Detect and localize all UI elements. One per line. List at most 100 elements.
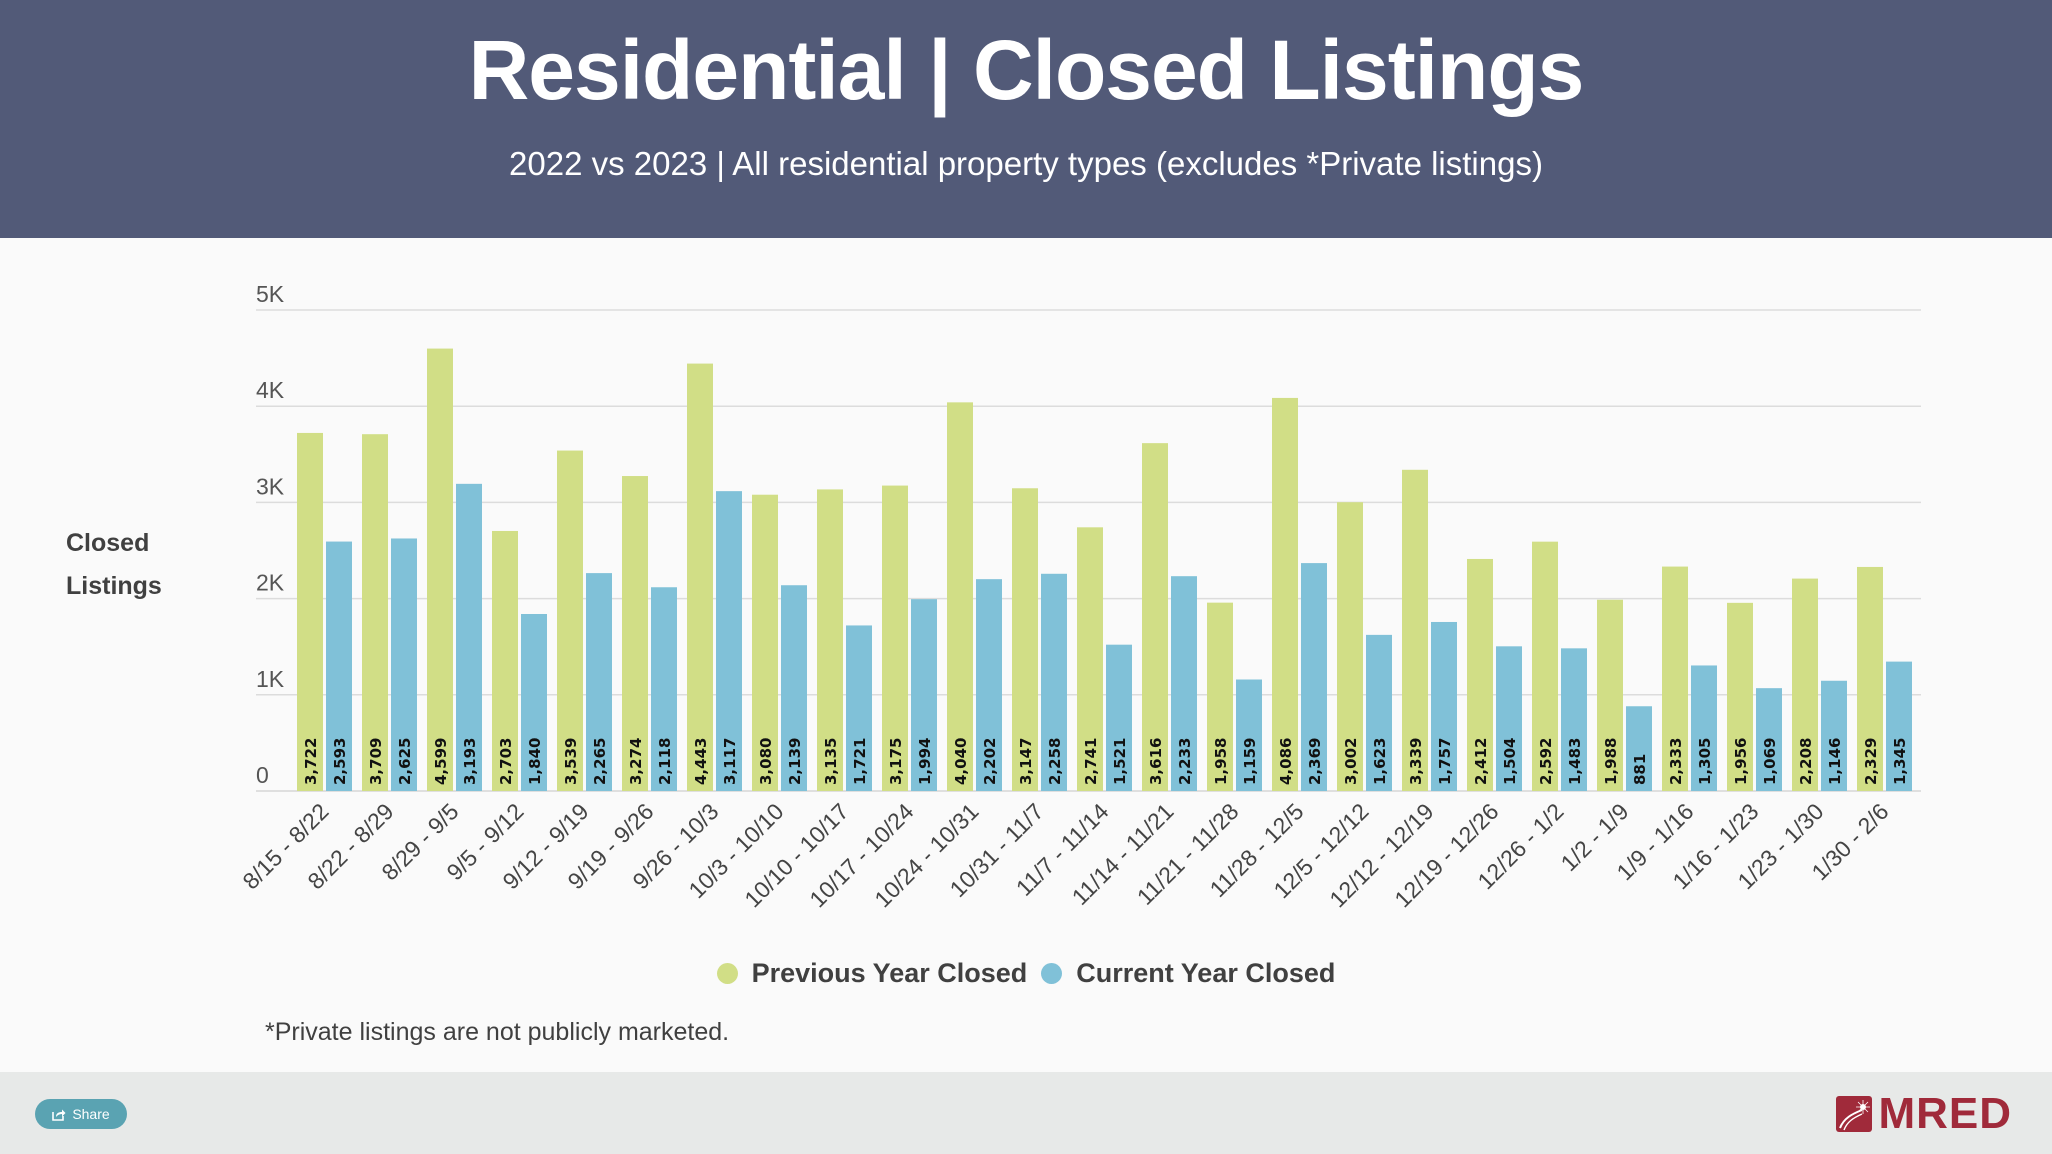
legend: Previous Year Closed Current Year Closed	[0, 958, 2052, 989]
data-label: 3,135	[822, 738, 840, 785]
bar-current-year	[1106, 644, 1132, 791]
data-label: 1,988	[1602, 738, 1620, 785]
data-label: 4,599	[432, 738, 450, 785]
bar-current-year	[716, 491, 742, 791]
mred-logo: MRED	[1836, 1092, 2012, 1136]
bar-previous-year	[1207, 602, 1233, 791]
bar-current-year	[1431, 621, 1457, 791]
footer: Share MRED	[0, 1072, 2052, 1154]
bar-current-year	[911, 599, 937, 791]
data-label: 2,208	[1797, 738, 1815, 785]
share-icon	[52, 1108, 66, 1121]
y-tick-label: 5K	[256, 281, 285, 307]
data-label: 1,146	[1826, 738, 1844, 785]
bar-current-year	[976, 579, 1002, 791]
data-label: 3,539	[562, 738, 580, 785]
bar-previous-year	[1337, 502, 1363, 791]
bar-current-year	[521, 613, 547, 791]
y-tick-label: 3K	[256, 473, 285, 499]
legend-item-previous-year[interactable]: Previous Year Closed	[716, 958, 1028, 989]
data-label: 1,757	[1436, 738, 1454, 785]
data-label: 3,175	[887, 738, 905, 785]
data-label: 2,329	[1862, 738, 1880, 785]
data-label: 1,994	[916, 738, 934, 785]
bar-previous-year	[1272, 397, 1298, 791]
legend-label-current-year: Current Year Closed	[1076, 958, 1336, 988]
bar-current-year	[456, 483, 482, 791]
data-label: 3,339	[1407, 738, 1425, 785]
bar-current-year	[651, 587, 677, 791]
bar-previous-year	[687, 363, 713, 791]
data-label: 3,709	[367, 738, 385, 785]
legend-swatch-previous-year	[716, 963, 738, 984]
footnote: *Private listings are not publicly marke…	[265, 1018, 730, 1046]
bar-current-year	[1236, 679, 1262, 791]
bar-previous-year	[1857, 566, 1883, 791]
bar-previous-year	[557, 450, 583, 791]
data-label: 2,592	[1537, 738, 1555, 785]
data-label: 1,956	[1732, 738, 1750, 785]
data-label: 3,193	[461, 738, 479, 785]
data-label: 2,333	[1667, 738, 1685, 785]
share-label: Share	[72, 1106, 110, 1122]
bar-current-year	[1041, 573, 1067, 791]
bar-previous-year	[1077, 527, 1103, 791]
bar-current-year	[326, 541, 352, 791]
bar-current-year	[586, 573, 612, 791]
data-label: 2,412	[1472, 738, 1490, 785]
data-label: 3,002	[1342, 738, 1360, 785]
data-label: 4,040	[952, 738, 970, 785]
data-label: 4,086	[1277, 738, 1295, 785]
bar-previous-year	[947, 402, 973, 791]
data-label: 2,139	[786, 738, 804, 785]
header: Residential | Closed Listings 2022 vs 20…	[0, 0, 2052, 238]
data-label: 2,265	[591, 738, 609, 785]
bar-current-year	[1561, 648, 1587, 791]
logo-star-icon	[1836, 1096, 1873, 1132]
data-label: 2,593	[331, 738, 349, 785]
data-label: 1,623	[1371, 738, 1389, 785]
y-tick-label: 4K	[256, 377, 285, 403]
data-label: 1,958	[1212, 738, 1230, 785]
data-label: 3,722	[302, 738, 320, 785]
bar-previous-year	[1727, 602, 1753, 791]
data-label: 2,741	[1082, 738, 1100, 785]
data-label: 2,118	[656, 738, 674, 785]
data-label: 3,274	[627, 738, 645, 785]
data-label: 2,233	[1176, 738, 1194, 785]
data-label: 2,369	[1306, 738, 1324, 785]
bar-previous-year	[1792, 578, 1818, 791]
bar-current-year	[781, 585, 807, 791]
data-label: 2,703	[497, 738, 515, 785]
data-label: 1,345	[1891, 738, 1909, 785]
y-tick-label: 0	[256, 762, 269, 788]
bar-previous-year	[1142, 443, 1168, 791]
bar-current-year	[1691, 665, 1717, 791]
bar-previous-year	[297, 432, 323, 791]
bar-previous-year	[1662, 566, 1688, 791]
legend-item-current-year[interactable]: Current Year Closed	[1041, 958, 1335, 989]
bar-previous-year	[1402, 469, 1428, 791]
y-axis-title-line-1: Closed	[66, 529, 150, 557]
data-label: 2,202	[981, 738, 999, 785]
bar-current-year	[1821, 680, 1847, 791]
data-label: 3,616	[1147, 738, 1165, 785]
data-label: 1,159	[1241, 738, 1259, 785]
bar-current-year	[1756, 688, 1782, 791]
page-title: Residential | Closed Listings	[468, 23, 1585, 117]
y-axis-title-line-2: Listings	[66, 572, 162, 600]
share-button[interactable]: Share	[35, 1099, 127, 1129]
bar-previous-year	[1012, 488, 1038, 791]
bar-previous-year	[427, 348, 453, 791]
bar-current-year	[1171, 576, 1197, 791]
data-label: 1,521	[1111, 738, 1129, 785]
bar-current-year	[391, 538, 417, 791]
data-label: 3,147	[1017, 738, 1035, 785]
y-tick-label: 1K	[256, 666, 285, 692]
legend-label-previous-year: Previous Year Closed	[751, 958, 1028, 988]
data-label: 1,069	[1761, 738, 1779, 785]
legend-swatch-current-year	[1041, 963, 1063, 984]
bar-current-year	[846, 625, 872, 791]
bar-previous-year	[882, 485, 908, 791]
